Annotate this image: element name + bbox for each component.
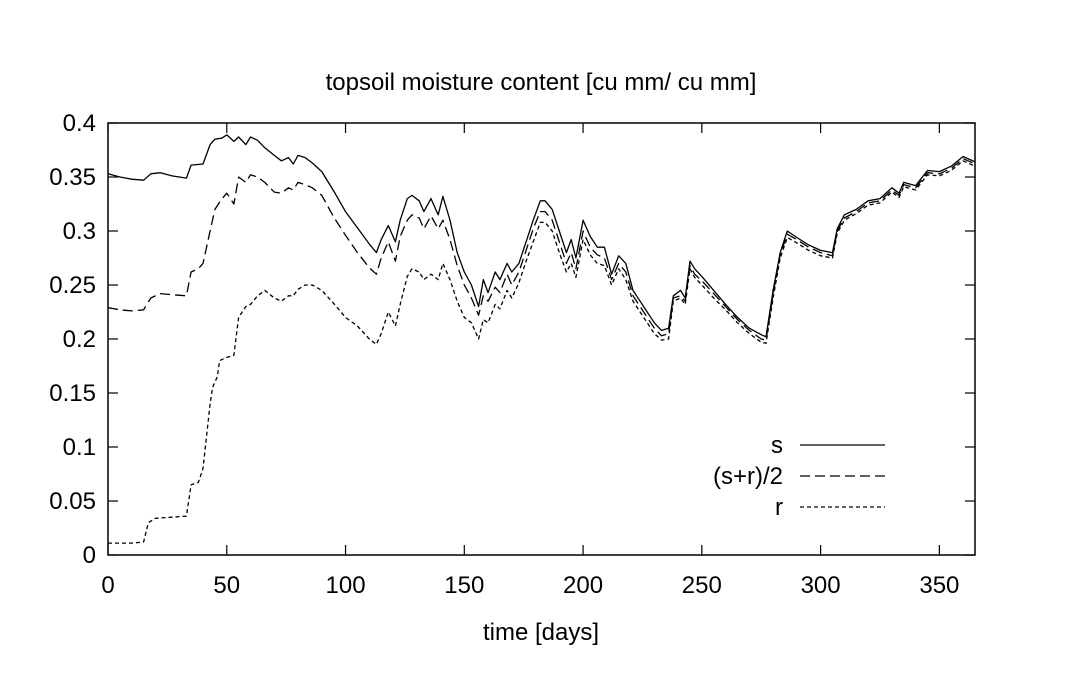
x-tick-label: 200 — [563, 572, 603, 599]
plot-frame — [107, 122, 976, 556]
x-tick-label: 0 — [101, 572, 114, 599]
y-tick-label: 0.35 — [49, 164, 96, 191]
axes: 0 0.05 0.1 0.15 0.2 0.25 0.3 0.35 0.4 0 50 100 150 20… — [49, 110, 976, 599]
x-tick-label: 50 — [213, 572, 240, 599]
y-tick-label: 0.05 — [49, 488, 96, 515]
series-line-dotted — [108, 160, 976, 544]
y-tick-label: 0 — [83, 542, 96, 569]
x-tick-label: 250 — [682, 572, 722, 599]
x-tick-label: 350 — [919, 572, 959, 599]
x-tick-label: 150 — [444, 572, 484, 599]
legend: s (s+r)/2 r — [713, 432, 885, 521]
series-lines — [107, 134, 976, 544]
x-tick-label: 100 — [326, 572, 366, 599]
series-line-dashed — [107, 157, 976, 341]
legend-label: r — [775, 494, 783, 521]
legend-label: (s+r)/2 — [713, 463, 783, 490]
y-tick-label: 0.1 — [63, 434, 96, 461]
x-axis-label: time [days] — [483, 619, 599, 646]
chart-title: topsoil moisture content [cu mm/ cu mm] — [326, 69, 757, 96]
y-tick-label: 0.3 — [63, 218, 96, 245]
y-tick-label: 0.4 — [63, 110, 96, 137]
y-tick-label: 0.2 — [63, 326, 96, 353]
y-tick-label: 0.25 — [49, 272, 96, 299]
legend-label: s — [771, 432, 783, 459]
x-tick-label: 300 — [801, 572, 841, 599]
y-tick-label: 0.15 — [49, 380, 96, 407]
series-line-solid — [107, 134, 976, 338]
